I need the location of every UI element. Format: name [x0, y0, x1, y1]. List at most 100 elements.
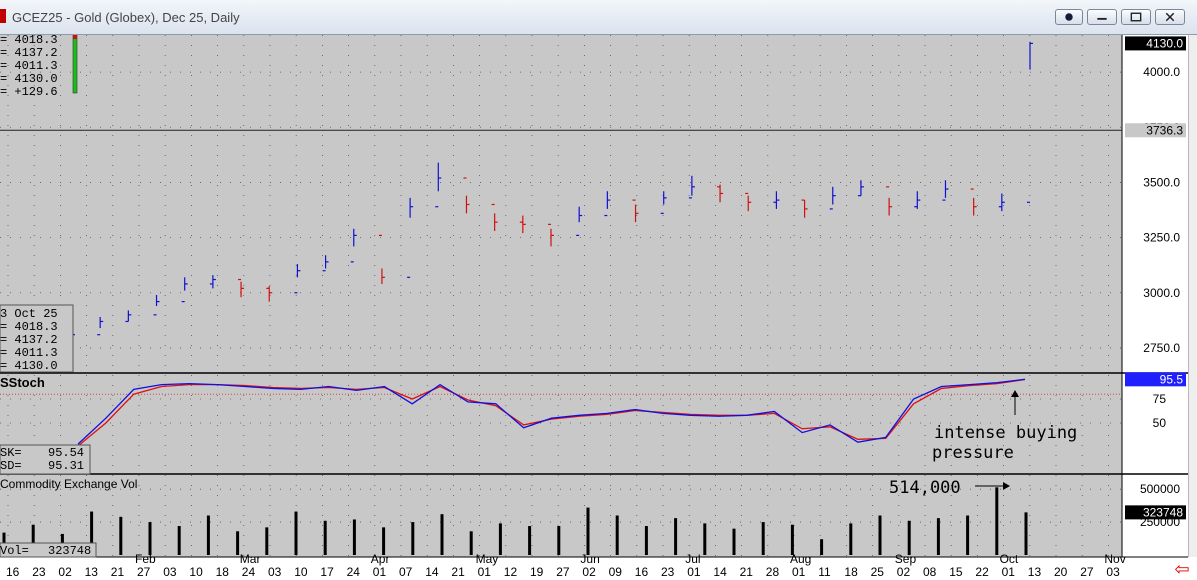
day-tick-label: 11 [818, 565, 831, 579]
close-button[interactable] [1155, 9, 1185, 25]
app-icon [0, 9, 6, 23]
day-tick-label: 23 [32, 565, 46, 579]
month-tick-label: Aug [790, 552, 811, 566]
price-tick-label: 2750.0 [1143, 341, 1180, 355]
axis-background [1122, 35, 1188, 557]
price-tick-label: 3000.0 [1143, 286, 1180, 300]
volume-bar [674, 518, 678, 555]
maximize-button[interactable] [1121, 9, 1151, 25]
volume-bar [177, 526, 181, 555]
month-tick-label: Apr [371, 552, 390, 566]
month-tick-label: Jun [580, 552, 599, 566]
day-tick-label: 23 [661, 565, 675, 579]
volume-bar [119, 516, 123, 555]
date-axis-background [0, 557, 1188, 580]
record-button[interactable] [1055, 9, 1083, 25]
price-tick-label: 3250.0 [1143, 231, 1180, 245]
minimize-icon [1097, 17, 1107, 20]
price-box-row: = 4137.2 [0, 333, 58, 347]
price-last-badge: 4130.0 [1146, 36, 1183, 50]
volume-bar [849, 523, 853, 555]
day-tick-label: 10 [294, 565, 308, 579]
day-tick-label: 08 [923, 565, 937, 579]
day-tick-label: 17 [320, 565, 334, 579]
day-tick-label: 14 [713, 565, 727, 579]
annotation-arrow [1011, 390, 1019, 415]
day-tick-label: 25 [871, 565, 885, 579]
month-tick-label: Jul [685, 552, 700, 566]
stoch-data-box: SK= 95.54 SD= 95.31 [0, 444, 91, 475]
price-line-badge: 3736.3 [1146, 123, 1183, 137]
last-value-badges: 4130.0 3736.3 95.5 323748 [1125, 36, 1186, 520]
day-tick-label: 03 [268, 565, 282, 579]
volume-title: Commodity Exchange Vol [0, 477, 137, 491]
day-tick-label: 21 [111, 565, 125, 579]
price-panel [69, 41, 1033, 342]
volume-bar [90, 511, 94, 555]
stoch-last-badge-bg [1125, 372, 1186, 387]
vol-value: 323748 [48, 544, 91, 558]
volume-bar [294, 511, 298, 555]
volume-bar [206, 515, 210, 555]
volume-bar [586, 507, 590, 555]
sd-value: 95.31 [48, 459, 84, 473]
volume-last-badge-bg [1125, 505, 1186, 520]
day-tick-label: 20 [1054, 565, 1068, 579]
day-tick-label: 01 [373, 565, 387, 579]
price-box-date: 3 Oct 25 [0, 307, 58, 321]
annotation-text: pressure [932, 443, 1014, 463]
price-last-badge-bg [1125, 36, 1186, 51]
annotation-text: intense buying [934, 423, 1077, 443]
sd-label: SD= [0, 459, 22, 473]
sk-value: 95.54 [48, 446, 84, 460]
volume-bar [936, 518, 940, 555]
price-box-row: = 4130.0 [0, 359, 58, 373]
day-tick-label: 19 [530, 565, 544, 579]
day-tick-label: 13 [1028, 565, 1042, 579]
volume-bar [615, 515, 619, 555]
price-line-badge-bg [1125, 123, 1186, 138]
day-tick-label: 18 [216, 565, 230, 579]
vertical-scrollbar[interactable] [1188, 35, 1197, 557]
volume-bar [411, 522, 415, 555]
day-tick-label: 22 [975, 565, 989, 579]
day-tick-label: 28 [766, 565, 780, 579]
day-tick-label: 27 [556, 565, 570, 579]
volume-bar [469, 531, 473, 555]
readout-row: = +129.6 [0, 85, 58, 99]
day-tick-label: 01 [687, 565, 701, 579]
volume-bar [382, 527, 386, 555]
day-tick-label: 16 [6, 565, 20, 579]
day-tick-label: 02 [897, 565, 911, 579]
day-tick-label: 01 [1002, 565, 1016, 579]
volume-tick-label: 500000 [1140, 482, 1180, 496]
sk-label: SK= [0, 446, 22, 460]
day-tick-label: 12 [504, 565, 518, 579]
minimize-button[interactable] [1087, 9, 1117, 25]
chart-area[interactable]: = 4018.3 = 4137.2 = 4011.3 = 4130.0 = +1… [0, 35, 1197, 580]
left-arrow-icon[interactable]: ⇦ [1174, 559, 1190, 579]
day-tick-label: 18 [844, 565, 858, 579]
day-tick-label: 16 [635, 565, 649, 579]
volume-bar [323, 520, 327, 555]
price-tick-label: 3500.0 [1143, 175, 1180, 189]
day-tick-label: 15 [949, 565, 963, 579]
day-tick-label: 03 [163, 565, 177, 579]
day-tick-label: 24 [347, 565, 361, 579]
day-tick-label: 27 [1080, 565, 1094, 579]
day-tick-label: 10 [189, 565, 203, 579]
day-tick-label: 21 [451, 565, 465, 579]
readout-row: = 4130.0 [0, 72, 58, 86]
chart-svg[interactable]: = 4018.3 = 4137.2 = 4011.3 = 4130.0 = +1… [0, 35, 1197, 580]
plot-background [0, 35, 1122, 557]
price-box-row: = 4011.3 [0, 346, 58, 360]
volume-bar [352, 519, 356, 555]
stoch-tick-label: 75 [1153, 392, 1167, 406]
day-tick-label: 01 [792, 565, 806, 579]
volume-bar [265, 527, 269, 555]
volume-bar [148, 522, 152, 555]
volume-bar [732, 528, 736, 555]
volume-bar [820, 539, 824, 555]
volume-bar [528, 526, 532, 555]
month-tick-label: Oct [1000, 552, 1019, 566]
